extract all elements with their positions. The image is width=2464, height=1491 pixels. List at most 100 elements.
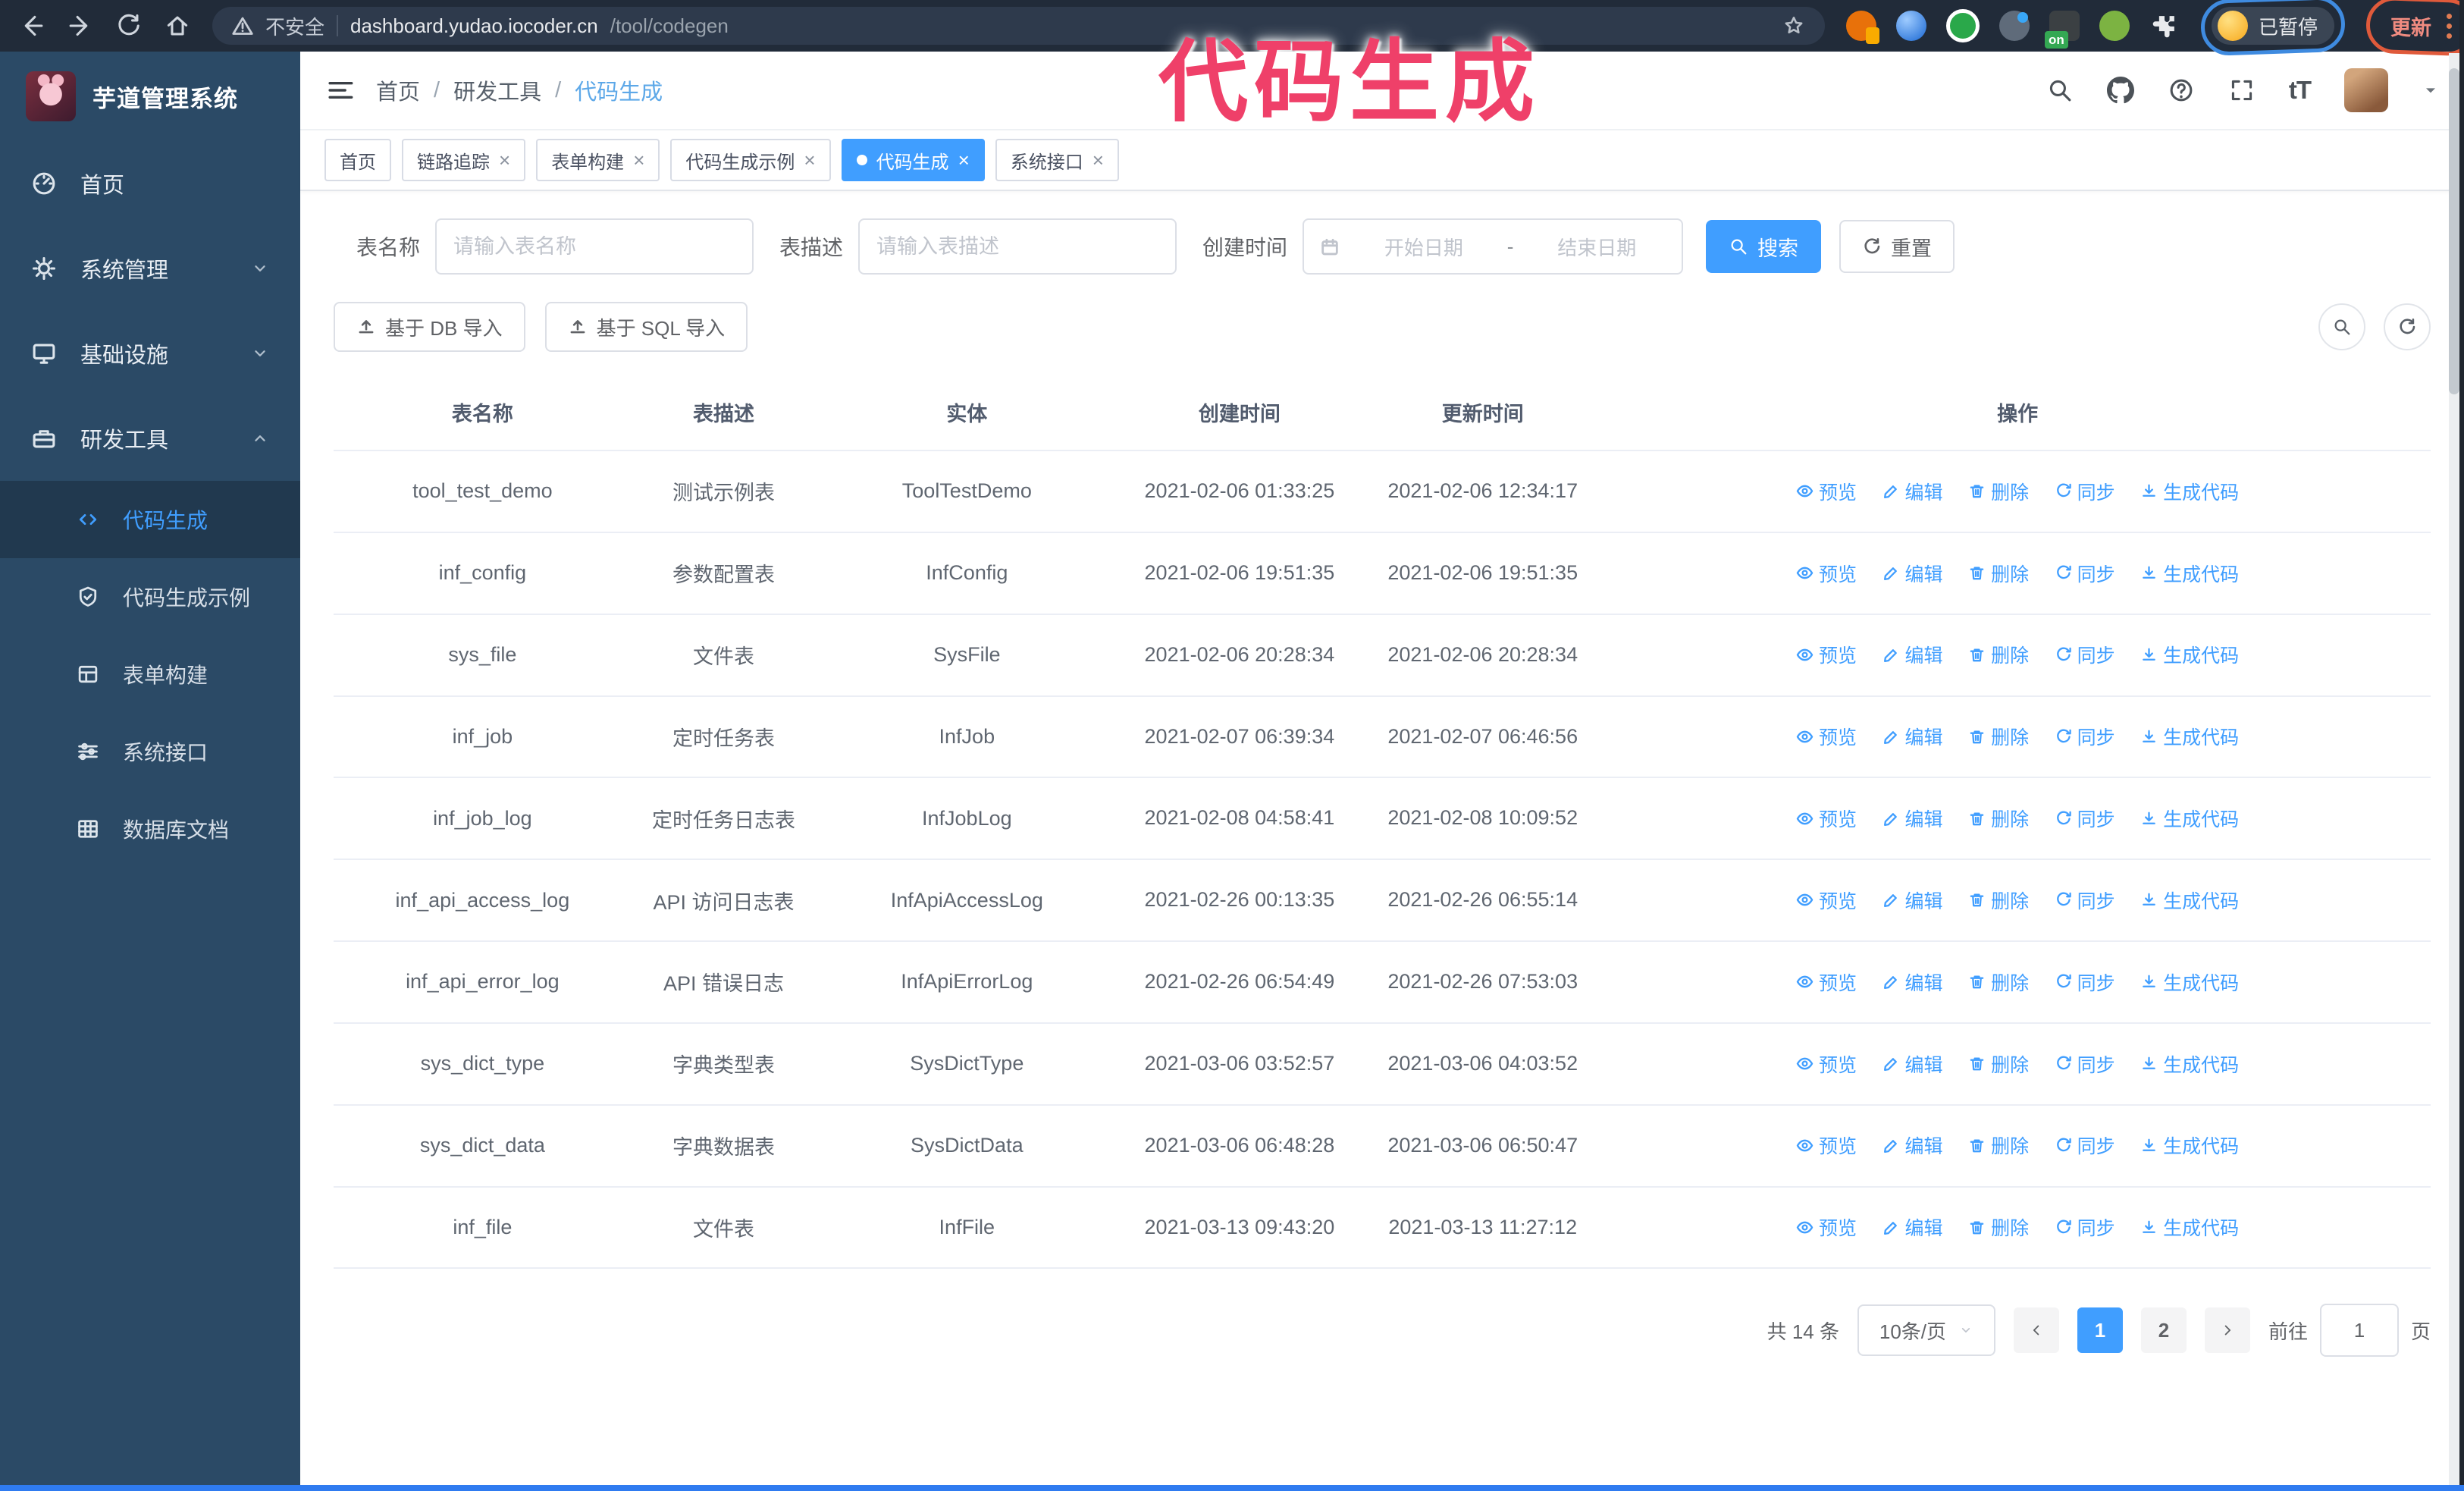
generate-code-action[interactable]: 生成代码 — [2140, 968, 2239, 996]
extension-icon[interactable] — [2099, 11, 2130, 41]
preview-action[interactable]: 预览 — [1796, 641, 1857, 668]
edit-action[interactable]: 编辑 — [1882, 641, 1943, 668]
close-icon[interactable]: × — [1092, 149, 1104, 171]
next-page-button[interactable] — [2204, 1307, 2250, 1354]
delete-action[interactable]: 删除 — [1968, 1213, 2029, 1241]
preview-action[interactable]: 预览 — [1796, 1132, 1857, 1159]
caret-down-icon[interactable] — [2422, 81, 2440, 99]
date-range-picker[interactable]: 开始日期 - 结束日期 — [1303, 218, 1684, 275]
help-icon[interactable] — [2168, 77, 2195, 104]
bookmark-star-icon[interactable] — [1782, 14, 1805, 37]
sync-action[interactable]: 同步 — [2055, 968, 2115, 996]
sidebar-item-codegen[interactable]: 代码生成 — [0, 481, 300, 558]
scrollbar-thumb[interactable] — [2449, 68, 2459, 394]
sync-action[interactable]: 同步 — [2055, 1213, 2115, 1241]
delete-action[interactable]: 删除 — [1968, 968, 2029, 996]
extension-icon[interactable] — [1896, 11, 1926, 41]
user-avatar[interactable] — [2344, 68, 2388, 112]
extension-icon[interactable] — [1846, 11, 1879, 44]
generate-code-action[interactable]: 生成代码 — [2140, 723, 2239, 750]
browser-forward-icon[interactable] — [67, 12, 94, 39]
close-icon[interactable]: × — [804, 149, 816, 171]
preview-action[interactable]: 预览 — [1796, 887, 1857, 914]
breadcrumb-item[interactable]: 研发工具 — [453, 80, 542, 105]
extension-icon[interactable]: on — [2045, 11, 2080, 49]
edit-action[interactable]: 编辑 — [1882, 478, 1943, 505]
delete-action[interactable]: 删除 — [1968, 805, 2029, 832]
search-icon[interactable] — [2046, 77, 2074, 104]
edit-action[interactable]: 编辑 — [1882, 887, 1943, 914]
page-size-select[interactable]: 10条/页 — [1857, 1304, 1995, 1357]
sync-action[interactable]: 同步 — [2055, 805, 2115, 832]
prev-page-button[interactable] — [2013, 1307, 2059, 1354]
preview-action[interactable]: 预览 — [1796, 478, 1857, 505]
delete-action[interactable]: 删除 — [1968, 560, 2029, 587]
browser-reload-icon[interactable] — [115, 12, 143, 39]
sidebar-item-home[interactable]: 首页 — [0, 141, 300, 226]
generate-code-action[interactable]: 生成代码 — [2140, 1213, 2239, 1241]
close-icon[interactable]: × — [633, 149, 645, 171]
browser-back-icon[interactable] — [18, 12, 45, 39]
tab-codegen[interactable]: 代码生成 × — [841, 139, 985, 181]
sync-action[interactable]: 同步 — [2055, 478, 2115, 505]
browser-update-button[interactable]: 更新 — [2375, 5, 2464, 47]
refresh-table-button[interactable] — [2384, 303, 2431, 350]
text-size-icon[interactable]: tT — [2288, 76, 2312, 104]
db-import-button[interactable]: 基于 DB 导入 — [334, 302, 525, 352]
sync-action[interactable]: 同步 — [2055, 723, 2115, 750]
tab-form-builder[interactable]: 表单构建 × — [536, 139, 660, 181]
table-name-input[interactable] — [435, 218, 754, 275]
delete-action[interactable]: 删除 — [1968, 641, 2029, 668]
edit-action[interactable]: 编辑 — [1882, 723, 1943, 750]
preview-action[interactable]: 预览 — [1796, 560, 1857, 587]
tab-codegen-example[interactable]: 代码生成示例 × — [670, 139, 831, 181]
search-button[interactable]: 搜索 — [1706, 220, 1822, 273]
extension-icon[interactable] — [1999, 11, 2030, 41]
sql-import-button[interactable]: 基于 SQL 导入 — [544, 302, 748, 352]
edit-action[interactable]: 编辑 — [1882, 1213, 1943, 1241]
sidebar-item-infra[interactable]: 基础设施 — [0, 311, 300, 396]
hamburger-icon[interactable] — [324, 75, 355, 105]
sidebar-item-devtools[interactable]: 研发工具 — [0, 396, 300, 481]
sidebar-item-form-builder[interactable]: 表单构建 — [0, 636, 300, 713]
edit-action[interactable]: 编辑 — [1882, 1132, 1943, 1159]
generate-code-action[interactable]: 生成代码 — [2140, 805, 2239, 832]
edit-action[interactable]: 编辑 — [1882, 1050, 1943, 1078]
github-icon[interactable] — [2107, 77, 2134, 104]
preview-action[interactable]: 预览 — [1796, 1213, 1857, 1241]
edit-action[interactable]: 编辑 — [1882, 805, 1943, 832]
preview-action[interactable]: 预览 — [1796, 723, 1857, 750]
extensions-puzzle-icon[interactable] — [2149, 11, 2180, 41]
profile-paused-chip[interactable]: 已暂停 — [2212, 7, 2335, 45]
close-icon[interactable]: × — [499, 149, 511, 171]
delete-action[interactable]: 删除 — [1968, 887, 2029, 914]
tab-system-api[interactable]: 系统接口 × — [995, 139, 1119, 181]
delete-action[interactable]: 删除 — [1968, 1132, 2029, 1159]
tab-home[interactable]: 首页 — [324, 139, 391, 181]
generate-code-action[interactable]: 生成代码 — [2140, 478, 2239, 505]
toggle-search-button[interactable] — [2318, 303, 2365, 350]
sync-action[interactable]: 同步 — [2055, 887, 2115, 914]
sync-action[interactable]: 同步 — [2055, 1050, 2115, 1078]
scrollbar-track[interactable] — [2449, 53, 2459, 1485]
sidebar-item-db-doc[interactable]: 数据库文档 — [0, 790, 300, 868]
sidebar-item-codegen-example[interactable]: 代码生成示例 — [0, 558, 300, 636]
delete-action[interactable]: 删除 — [1968, 1050, 2029, 1078]
table-desc-input[interactable] — [858, 218, 1177, 275]
sidebar-logo-row[interactable]: 芋道管理系统 — [0, 52, 300, 141]
sync-action[interactable]: 同步 — [2055, 1132, 2115, 1159]
sync-action[interactable]: 同步 — [2055, 641, 2115, 668]
browser-home-icon[interactable] — [164, 12, 191, 39]
page-button-2[interactable]: 2 — [2140, 1307, 2187, 1354]
delete-action[interactable]: 删除 — [1968, 478, 2029, 505]
goto-page-input[interactable] — [2319, 1304, 2399, 1358]
preview-action[interactable]: 预览 — [1796, 1050, 1857, 1078]
generate-code-action[interactable]: 生成代码 — [2140, 1050, 2239, 1078]
breadcrumb-item[interactable]: 首页 — [376, 80, 421, 105]
close-icon[interactable]: × — [958, 149, 970, 171]
reset-button[interactable]: 重置 — [1839, 220, 1955, 273]
sidebar-item-system-api[interactable]: 系统接口 — [0, 713, 300, 790]
delete-action[interactable]: 删除 — [1968, 723, 2029, 750]
tab-tracing[interactable]: 链路追踪 × — [402, 139, 526, 181]
sync-action[interactable]: 同步 — [2055, 560, 2115, 587]
